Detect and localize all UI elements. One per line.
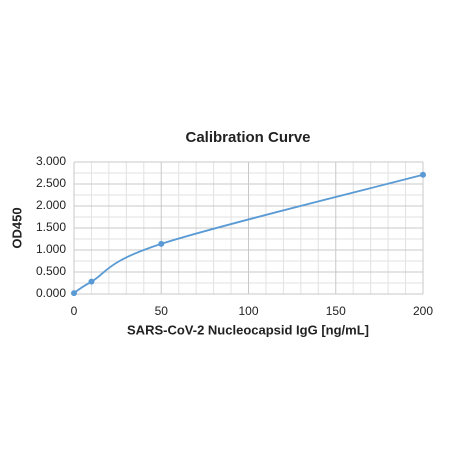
y-tick-label: 1.500 [36, 220, 66, 234]
y-tick-label: 1.000 [36, 242, 66, 256]
data-point [420, 171, 426, 178]
x-tick-label: 50 [155, 304, 169, 318]
chart-title: Calibration Curve [185, 129, 310, 146]
x-tick-label: 0 [71, 304, 78, 318]
y-tick-label: 2.000 [36, 198, 66, 212]
x-tick-label: 150 [326, 304, 346, 318]
data-line [73, 173, 424, 294]
y-axis-label: OD450 [9, 207, 24, 248]
x-tick-label: 100 [238, 304, 258, 318]
x-axis-label: SARS-CoV-2 Nucleocapsid IgG [ng/mL] [127, 322, 369, 337]
data-point [158, 240, 165, 247]
y-tick-label: 3.000 [36, 154, 66, 168]
y-tick-label: 0.000 [36, 286, 66, 300]
y-tick-label: 0.500 [36, 264, 66, 278]
data-point [88, 278, 95, 285]
x-tick-label: 200 [413, 304, 433, 318]
y-tick-label: 2.500 [36, 176, 66, 190]
data-point [71, 290, 77, 297]
